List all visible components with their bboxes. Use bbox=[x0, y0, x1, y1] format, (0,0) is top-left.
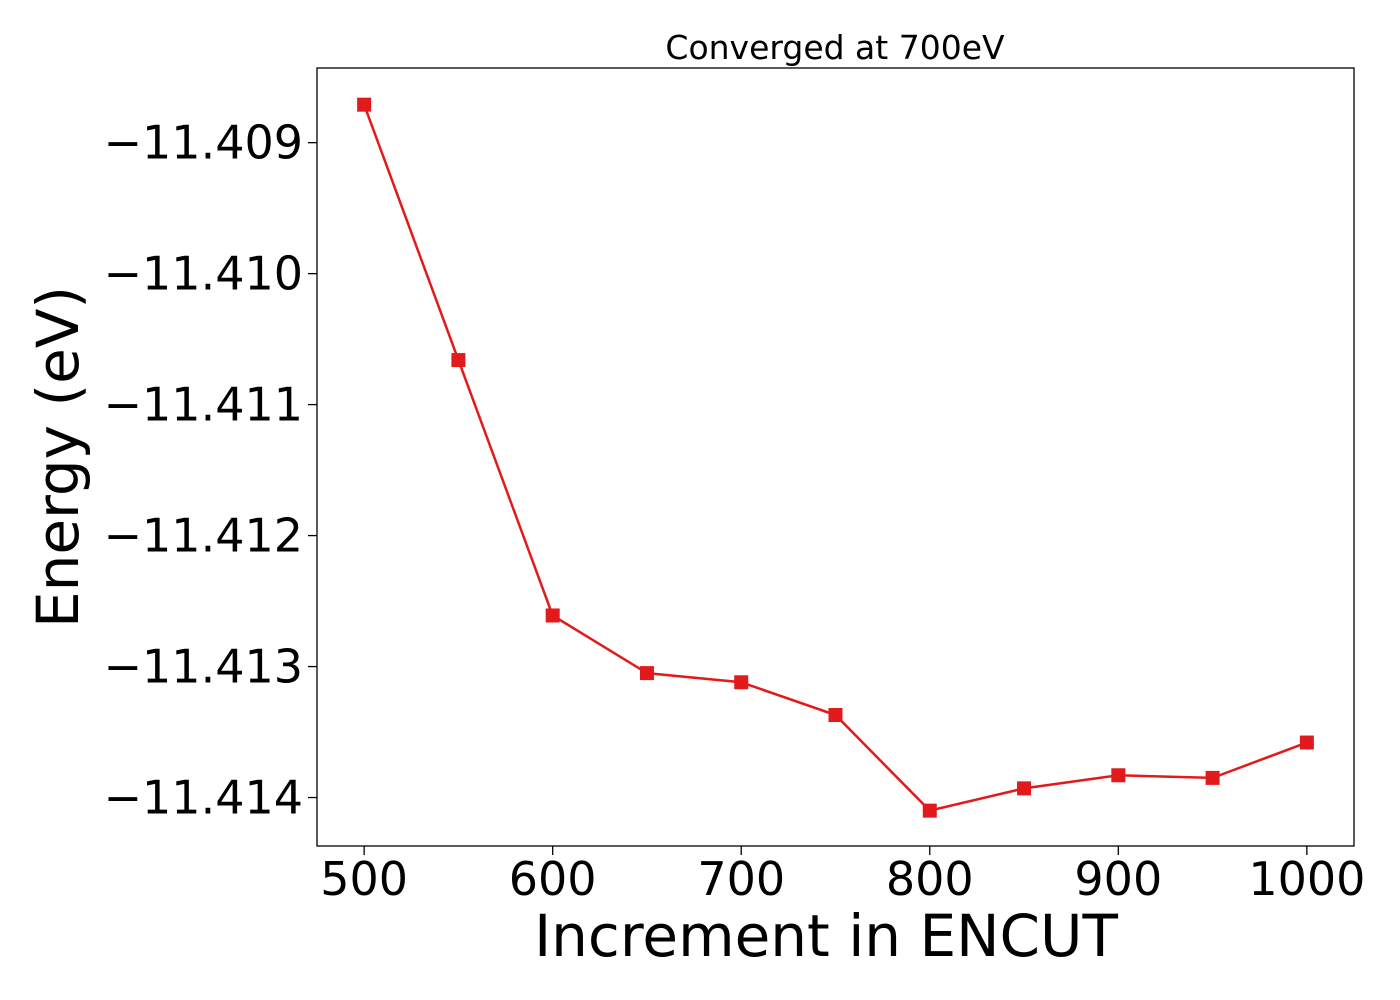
plot-frame bbox=[316, 67, 1355, 847]
x-axis: 500 600 700 800 900 1000 bbox=[320, 846, 1365, 906]
x-tick-label: 1000 bbox=[1248, 852, 1365, 906]
x-tick-label: 800 bbox=[886, 852, 974, 906]
chart-title: Converged at 700eV bbox=[665, 28, 1005, 67]
series-layer bbox=[357, 97, 1314, 818]
data-point-marker bbox=[734, 675, 749, 690]
x-axis-label: Increment in ENCUT bbox=[534, 902, 1118, 970]
y-tick-label: −11.413 bbox=[104, 640, 304, 694]
y-tick-label: −11.411 bbox=[104, 378, 304, 432]
data-point-marker bbox=[357, 97, 372, 112]
y-tick-label: −11.410 bbox=[104, 247, 304, 301]
y-tick-label: −11.409 bbox=[104, 116, 304, 170]
y-tick-label: −11.414 bbox=[104, 771, 304, 825]
x-tick-label: 600 bbox=[509, 852, 597, 906]
data-point-marker bbox=[922, 803, 937, 818]
x-tick-label: 900 bbox=[1074, 852, 1162, 906]
data-point-marker bbox=[828, 708, 843, 723]
data-point-marker bbox=[1205, 770, 1220, 785]
y-axis-label: Energy (eV) bbox=[24, 286, 92, 628]
data-point-marker bbox=[1017, 781, 1032, 796]
y-axis: −11.409 −11.410 −11.411 −11.412 −11.413 −11.4… bbox=[104, 116, 317, 825]
y-tick-label: −11.412 bbox=[104, 509, 304, 563]
data-point-marker bbox=[1111, 768, 1126, 783]
data-point-marker bbox=[639, 666, 654, 681]
data-point-marker bbox=[451, 353, 466, 368]
data-point-marker bbox=[545, 608, 560, 623]
data-point-marker bbox=[1299, 735, 1314, 750]
x-tick-label: 700 bbox=[697, 852, 785, 906]
x-tick-label: 500 bbox=[320, 852, 408, 906]
